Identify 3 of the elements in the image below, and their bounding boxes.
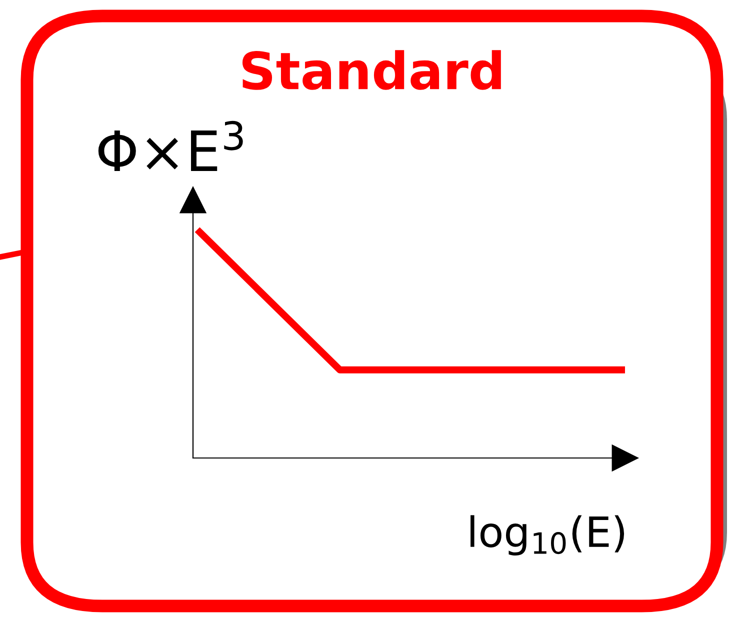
x-axis-title: log$_{10}$(E): [470, 515, 624, 556]
y-axis-title: Φ×E$^{3}$: [98, 120, 243, 172]
chart-title: Standard: [242, 50, 501, 90]
